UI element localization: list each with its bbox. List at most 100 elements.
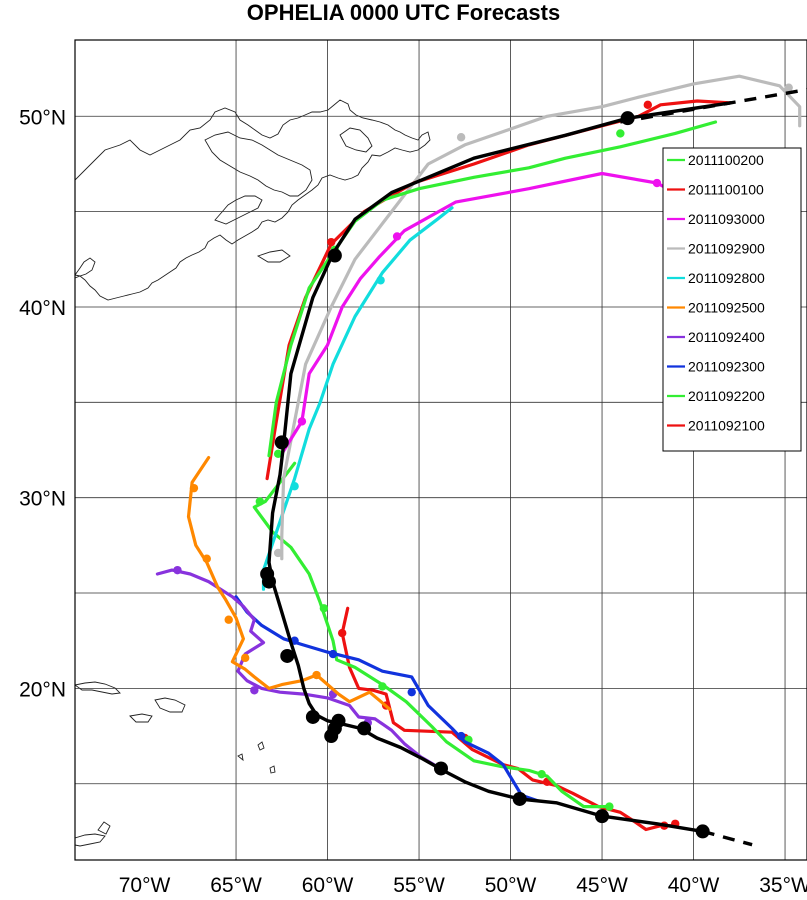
- chart-title: OPHELIA 0000 UTC Forecasts: [246, 0, 561, 25]
- legend-item: 2011092200: [667, 388, 765, 404]
- track-2011092800: [261, 206, 454, 591]
- forecast-tracks: [155, 74, 802, 832]
- legend-item: 2011100200: [667, 152, 764, 168]
- legend-label: 2011092200: [688, 388, 765, 404]
- lat-tick-label: 50°N: [19, 106, 66, 129]
- track-line: [186, 456, 392, 711]
- legend-label: 2011092800: [688, 270, 765, 286]
- lon-tick-label: 65°W: [210, 874, 262, 897]
- track-point: [202, 554, 211, 563]
- track-line: [280, 74, 802, 561]
- best-track-dashed: [702, 829, 753, 847]
- track-point: [273, 548, 283, 558]
- track-point: [376, 276, 385, 285]
- best-track-point: [434, 761, 448, 776]
- legend-label: 2011100100: [688, 182, 764, 198]
- lat-tick-label: 20°N: [19, 678, 66, 701]
- track-line: [155, 568, 439, 769]
- legend-label: 2011100200: [688, 152, 764, 168]
- best-track-point: [620, 111, 635, 126]
- track-2011100200: [267, 120, 718, 459]
- legend-label: 2011093000: [688, 211, 765, 227]
- track-point: [784, 83, 793, 92]
- track-point: [337, 628, 347, 638]
- legend-label: 2011092400: [688, 329, 765, 345]
- track-point: [456, 731, 466, 741]
- track-line: [234, 595, 540, 803]
- legend-item: 2011100100: [667, 182, 764, 198]
- lat-tick-label: 40°N: [19, 297, 66, 320]
- lat-tick-label: 30°N: [19, 488, 66, 511]
- track-point: [189, 483, 199, 493]
- best-track-point: [595, 809, 610, 824]
- track-2011100100: [265, 99, 732, 481]
- coastline-outline: [75, 99, 431, 847]
- track-point: [327, 237, 336, 247]
- legend-label: 2011092900: [688, 241, 765, 257]
- track-point: [537, 769, 546, 779]
- track-point: [250, 686, 259, 695]
- track-2011092500: [186, 456, 392, 711]
- legend-item: 2011092100: [667, 418, 765, 434]
- legend-item: 2011093000: [667, 211, 765, 227]
- track-point: [643, 100, 652, 110]
- best-track-point: [327, 248, 342, 263]
- best-track-point: [260, 566, 275, 581]
- track-point: [224, 615, 233, 624]
- lon-tick-label: 55°W: [393, 874, 445, 897]
- best-track-point: [512, 791, 527, 806]
- track-point: [273, 449, 283, 459]
- track-2011093000: [280, 171, 708, 456]
- track-point: [255, 497, 265, 506]
- best-track-line: [267, 101, 732, 834]
- track-point: [392, 232, 402, 241]
- track-point: [312, 670, 321, 680]
- axis-tick-labels: 70°W 65°W 60°W 55°W 50°W 45°W 40°W 35°W 20°N 30°N…: [19, 106, 807, 897]
- legend-item: 2011092400: [667, 329, 765, 345]
- legend-label: 2011092500: [688, 300, 765, 316]
- best-track-point: [280, 648, 295, 663]
- track-point: [290, 482, 299, 491]
- legend-item: 2011092300: [667, 359, 765, 375]
- track-point: [297, 417, 307, 426]
- track-point: [319, 604, 329, 613]
- track-line: [261, 206, 454, 591]
- best-track: [260, 87, 807, 847]
- track-point: [407, 687, 416, 697]
- track-point: [456, 133, 466, 142]
- best-track-point: [305, 709, 320, 724]
- track-point: [378, 682, 387, 691]
- track-line: [280, 171, 708, 456]
- lon-tick-label: 35°W: [759, 874, 807, 897]
- legend-label: 2011092100: [688, 418, 765, 434]
- lon-tick-label: 45°W: [576, 874, 628, 897]
- track-line: [265, 99, 732, 481]
- lon-tick-label: 40°W: [668, 874, 720, 897]
- lon-tick-label: 70°W: [119, 874, 171, 897]
- track-point: [240, 653, 250, 663]
- track-point: [616, 129, 625, 138]
- legend-label: 2011092300: [688, 359, 765, 375]
- legend: 2011100200 2011100100 2011093000 2011092900…: [662, 147, 802, 452]
- track-point: [173, 565, 182, 575]
- track-point: [605, 802, 614, 811]
- track-point: [652, 178, 662, 188]
- legend-item: 2011092800: [667, 270, 765, 286]
- best-track-point: [357, 721, 372, 736]
- track-2011092200: [252, 461, 614, 811]
- lon-tick-label: 50°W: [485, 874, 537, 897]
- best-track-point: [331, 713, 346, 728]
- plot-frame: [74, 39, 807, 861]
- track-2011092900: [273, 74, 802, 561]
- legend-box: [662, 147, 802, 452]
- legend-item: 2011092500: [667, 300, 765, 316]
- best-track-point: [274, 435, 289, 450]
- track-point: [328, 649, 338, 659]
- track-line: [252, 461, 613, 809]
- track-line: [267, 120, 718, 458]
- lon-tick-label: 60°W: [302, 874, 354, 897]
- legend-item: 2011092900: [667, 241, 765, 257]
- best-track-point: [695, 824, 710, 839]
